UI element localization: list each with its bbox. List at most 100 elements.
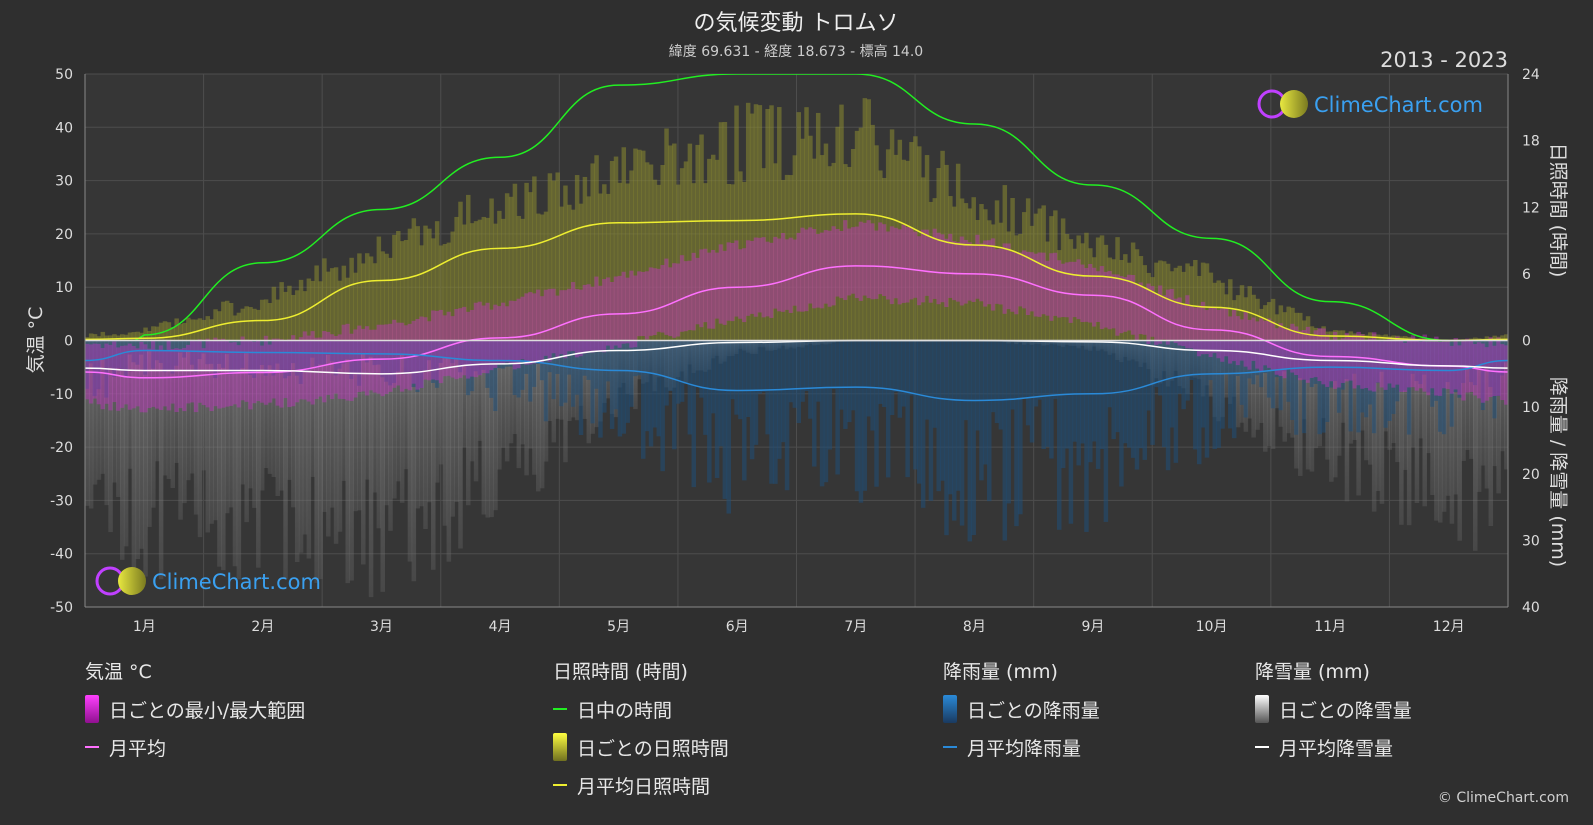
daily-sunshine-bar — [602, 184, 607, 341]
daily-temp-range-bar — [318, 337, 323, 397]
daily-rain-bar — [1208, 340, 1214, 381]
daily-temp-range-bar — [963, 239, 969, 304]
daily-temp-range-bar — [668, 267, 673, 337]
daily-rain-bar — [870, 340, 875, 431]
daily-sunshine-bar — [664, 128, 669, 341]
daily-temp-range-bar — [1476, 342, 1482, 399]
daily-rain-bar — [882, 340, 887, 408]
daily-sunshine-bar — [240, 308, 246, 341]
daily-snow-bar — [189, 340, 195, 474]
daily-temp-range-bar — [928, 237, 934, 303]
daily-temp-range-bar — [1453, 338, 1459, 390]
daily-rain-bar — [672, 340, 677, 450]
daily-temp-range-bar — [1504, 345, 1508, 405]
left-tick-label: 40 — [55, 120, 73, 136]
daily-rain-bar — [501, 340, 506, 369]
daily-temp-range-bar — [1216, 309, 1221, 359]
daily-temp-range-bar — [123, 345, 129, 405]
daily-rain-bar — [1476, 340, 1482, 366]
daily-rain-bar — [609, 340, 615, 429]
daily-sunshine-bar — [209, 319, 214, 341]
daily-temp-range-bar — [1399, 339, 1404, 392]
daily-rain-bar — [1445, 340, 1451, 383]
daily-snow-bar — [458, 340, 463, 549]
daily-temp-range-bar — [329, 334, 335, 399]
daily-snow-bar — [1488, 340, 1494, 526]
daily-rain-bar — [1138, 340, 1144, 449]
daily-temp-range-bar — [567, 288, 572, 352]
daily-rain-bar — [633, 340, 638, 377]
daily-sunshine-bar — [310, 280, 315, 341]
daily-sunshine-bar — [380, 251, 385, 341]
daily-temp-range-bar — [88, 344, 94, 404]
daily-temp-range-bar — [987, 240, 992, 305]
daily-sunshine-bar — [532, 176, 537, 341]
daily-rain-bar — [691, 340, 697, 488]
temp-range-swatch-icon — [85, 695, 99, 723]
daily-sunshine-bar — [905, 160, 910, 341]
daily-sunshine-bar — [586, 196, 592, 341]
daily-snow-bar — [1426, 340, 1431, 454]
daily-rain-bar — [924, 340, 930, 420]
daily-sunshine-bar — [516, 215, 522, 341]
daily-temp-range-bar — [1496, 337, 1501, 396]
daily-snow-bar — [539, 340, 545, 489]
daily-sunshine-bar — [570, 209, 576, 341]
daily-sunshine-bar — [998, 222, 1004, 341]
daily-temp-range-bar — [679, 255, 685, 332]
daily-rain-bar — [547, 340, 553, 373]
snow-avg-line — [85, 339, 1508, 375]
daily-snow-bar — [392, 340, 397, 499]
daily-sunshine-bar — [123, 334, 129, 341]
daily-temp-range-bar — [897, 229, 903, 305]
daily-temp-range-bar — [827, 230, 833, 307]
daily-sunshine-bar — [765, 108, 770, 341]
daily-temp-range-bar — [248, 340, 253, 410]
daily-rain-bar — [392, 340, 397, 384]
daily-rain-bar — [1484, 340, 1490, 368]
daily-temp-range-bar — [96, 343, 102, 405]
daily-rain-bar — [1259, 340, 1264, 388]
daily-sunshine-bar — [913, 136, 918, 341]
daily-temp-range-bar — [201, 348, 207, 406]
daily-rain-bar — [1356, 340, 1361, 433]
daily-rain-bar — [1344, 340, 1350, 380]
daily-snow-bar — [306, 340, 312, 559]
daily-rain-bar — [1181, 340, 1186, 410]
legend-snow: 降雪量 (mm) 日ごとの降雪量 月平均降雪量 — [1255, 660, 1412, 772]
daily-rain-bar — [928, 340, 934, 501]
right-bottom-tick-label: 20 — [1522, 467, 1540, 483]
daily-snow-bar — [158, 340, 164, 580]
daily-rain-bar — [1255, 340, 1260, 376]
daily-rain-bar — [543, 340, 549, 422]
daily-sunshine-bar — [189, 319, 195, 341]
daily-rain-bar — [819, 340, 825, 487]
daily-snow-bar — [1255, 340, 1260, 430]
daily-sunshine-bar — [368, 256, 374, 341]
daily-rain-bar — [279, 340, 284, 373]
daily-sunshine-bar — [104, 335, 109, 341]
chart-subtitle: 緯度 69.631 - 経度 18.673 - 標高 14.0 — [669, 43, 923, 60]
daily-snow-bar — [294, 340, 300, 563]
daily-sunshine-bar — [714, 159, 720, 341]
daily-sunshine-bar — [427, 228, 432, 341]
right-bottom-tick-label: 10 — [1522, 400, 1540, 416]
daily-rain-bar — [1383, 340, 1389, 428]
daily-snow-bar — [434, 340, 440, 483]
daily-temp-range-bar — [112, 341, 117, 403]
legend-label: 月平均 — [109, 737, 167, 760]
daily-sunshine-bar — [594, 155, 599, 341]
daily-snow-bar — [1329, 340, 1334, 482]
daily-temp-range-bar — [695, 257, 700, 325]
daily-rain-bar — [769, 340, 774, 484]
daily-rain-bar — [1387, 340, 1392, 421]
daily-rain-bar — [1228, 340, 1233, 429]
daily-rain-bar — [1266, 340, 1272, 398]
daily-temp-range-bar — [1014, 252, 1019, 315]
daily-snow-bar — [1403, 340, 1408, 470]
daily-temp-range-bar — [209, 341, 214, 412]
daily-sunshine-bar — [788, 175, 794, 341]
daily-snow-bar — [361, 340, 366, 565]
daily-temp-range-bar — [742, 248, 747, 323]
daily-rain-bar — [710, 340, 716, 414]
